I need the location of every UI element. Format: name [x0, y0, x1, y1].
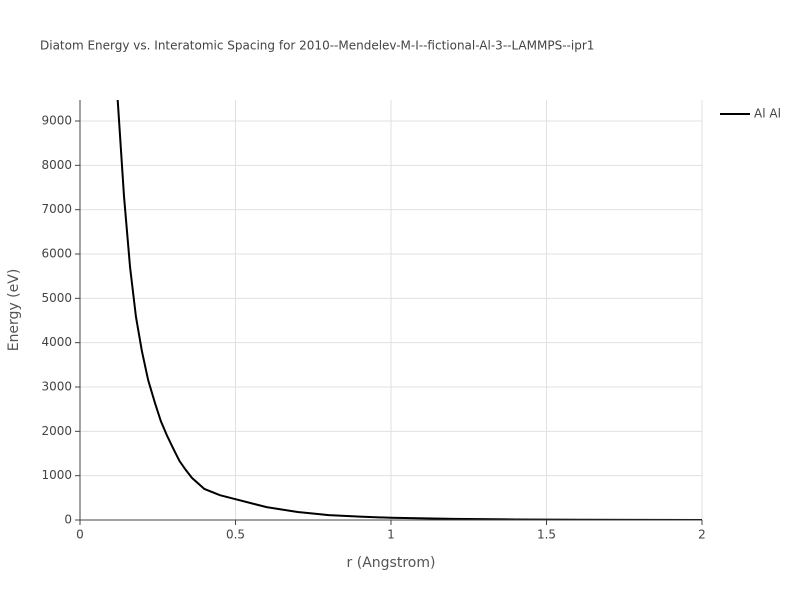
y-tick-label: 4000	[41, 335, 72, 349]
x-tick-label: 2	[698, 528, 706, 542]
x-tick-label: 1.5	[537, 528, 556, 542]
x-axis-label: r (Angstrom)	[347, 555, 436, 571]
y-tick-label: 5000	[41, 291, 72, 305]
data-line	[116, 100, 702, 520]
x-tick-label: 0.5	[226, 528, 245, 542]
grid	[79, 100, 703, 521]
y-tick-label: 6000	[41, 247, 72, 261]
x-tick-label: 0	[76, 528, 84, 542]
y-tick-label: 2000	[41, 424, 72, 438]
y-tick-label: 7000	[41, 202, 72, 216]
legend-label: Al Al	[754, 107, 781, 121]
y-tick-label: 1000	[41, 468, 72, 482]
y-tick-label: 9000	[41, 114, 72, 128]
chart-title: Diatom Energy vs. Interatomic Spacing fo…	[40, 39, 594, 53]
x-tick-label: 1	[387, 528, 395, 542]
y-tick-label: 8000	[41, 158, 72, 172]
y-tick-label: 3000	[41, 380, 72, 394]
y-tick-label: 0	[64, 513, 72, 527]
plot-area	[116, 100, 702, 520]
y-axis-label: Energy (eV)	[6, 269, 22, 352]
